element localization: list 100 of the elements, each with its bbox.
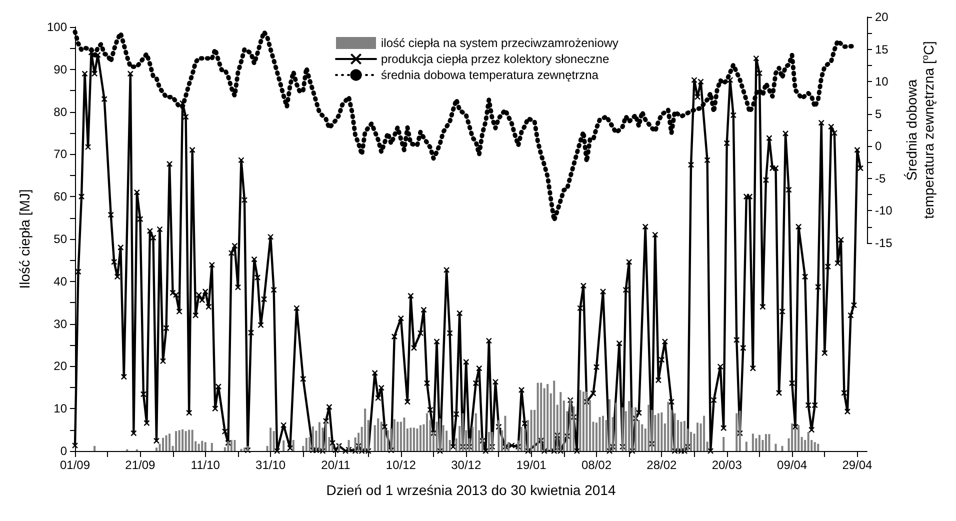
y-tick-label: 10 [54,402,68,416]
bar [752,434,754,451]
bar [615,402,618,451]
x-tick-label: 30/12 [451,458,482,472]
legend-label: średnia dobowa temperatura zewnętrzna [381,68,599,82]
x-tick-label: 08/02 [581,458,612,472]
bar [426,413,428,451]
bar [674,413,676,451]
x-tick-label: 21/09 [125,458,156,472]
bar [641,424,644,451]
bar [324,421,327,451]
bar [680,422,682,451]
bar [188,430,190,451]
bar [182,429,184,451]
bar [403,418,406,451]
bar [491,432,494,451]
bar [738,410,741,451]
bar [312,426,314,451]
legend-label: produkcja ciepła przez kolektory słoneczne [381,52,610,66]
bar [386,430,389,451]
bar [736,413,738,451]
bar [410,428,412,451]
bar [764,434,767,451]
bar [598,417,601,451]
bar [560,392,562,451]
bar [807,432,810,451]
bar [722,437,725,451]
x-tick-label: 10/12 [386,458,416,472]
bar [246,446,249,451]
bar [648,404,650,451]
bar [798,425,800,451]
y2-tick-label: 20 [875,10,889,24]
bar [364,408,366,451]
bar [162,438,164,451]
bar [536,382,539,451]
bar [781,446,784,451]
y2-tick-label: 5 [875,106,882,121]
bar [553,380,556,451]
legend-label: ilość ciepła na system przeciwzamrożeniowy [381,36,618,50]
x-tick-label: 29/04 [842,458,873,472]
y-axis-title: Ilość ciepła [MJ] [16,189,32,289]
y2-axis-title: Średnia dobowa temperatura zewnętrzna [oC] [904,41,937,219]
bar [168,434,171,451]
bar [520,426,523,451]
bar [178,430,180,451]
y2-tick-label: 15 [875,42,889,56]
bar [774,444,777,451]
x-tick-label: 20/11 [321,458,351,472]
bar [504,416,506,451]
bar [814,442,816,451]
bar [582,392,584,451]
bar [210,442,213,451]
x-tick-label: 01/09 [60,458,90,472]
bar [569,399,572,451]
bar [579,390,582,451]
bar [419,425,422,451]
y-tick-label: 70 [54,147,68,162]
bar [412,428,415,451]
bar [282,440,285,451]
bar [191,430,194,451]
bar [305,438,308,451]
bar [184,431,187,451]
bar [628,400,630,451]
x-tick-label: 28/02 [646,458,678,472]
bar [683,420,686,451]
y-tick-label: 40 [54,274,68,288]
bar [768,434,770,451]
bar [272,431,275,451]
x-axis-title: Dzień od 1 września 2013 do 30 kwietnia 2014 [326,482,616,498]
x-tick-label: 20/03 [712,458,742,472]
bar [227,441,230,451]
bar [703,416,706,451]
x-tick-label: 11/10 [190,458,220,472]
bar [234,440,236,451]
y2-tick-label: 10 [875,74,889,89]
bar [660,412,663,451]
bar [338,444,340,451]
bar [198,444,200,451]
bar [230,440,232,451]
bar [817,444,820,451]
bar [540,382,542,451]
bar [657,413,660,451]
bar [546,384,549,451]
bar [758,434,760,451]
y2-tick-label: -10 [875,204,893,218]
bar [243,448,246,451]
bar [393,419,396,451]
bar [474,413,477,451]
y2-tick-label: -5 [875,171,886,186]
bar [622,407,624,451]
bar [462,413,464,451]
x-tick-label: 31/10 [256,458,286,472]
bar [602,416,604,451]
bar [270,428,272,451]
bar [634,407,637,451]
bar [348,440,350,451]
y-tick-label: 50 [54,232,68,246]
y-tick-label: 100 [46,20,68,34]
bar [318,422,320,451]
y-tick-label: 80 [54,104,68,119]
